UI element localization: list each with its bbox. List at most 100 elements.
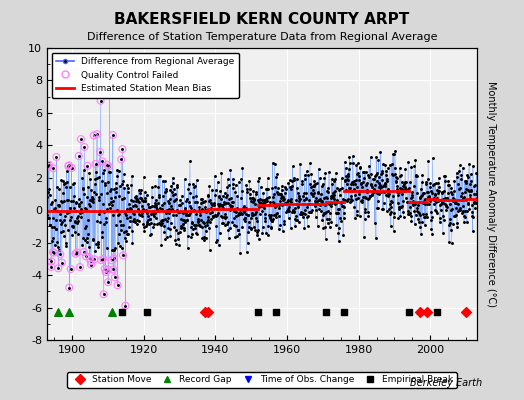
- Point: [137, 208, 145, 214]
- Point: [50, 206, 58, 212]
- Point: [230, 208, 238, 215]
- Point: [260, 202, 268, 208]
- Point: [214, 201, 222, 207]
- Point: [134, 187, 143, 194]
- Point: [283, 197, 292, 203]
- Point: [110, 186, 118, 192]
- Point: [355, 173, 363, 180]
- Point: [368, 192, 376, 198]
- Point: [48, 199, 57, 205]
- Point: [295, 198, 303, 204]
- Point: [69, 223, 78, 230]
- Point: [257, 200, 266, 206]
- Point: [261, 199, 269, 205]
- Point: [276, 222, 285, 228]
- Point: [355, 190, 363, 197]
- Point: [324, 185, 332, 191]
- Point: [140, 189, 149, 196]
- Point: [319, 225, 328, 232]
- Point: [419, 190, 428, 196]
- Point: [411, 212, 420, 218]
- Point: [113, 206, 121, 213]
- Point: [387, 198, 395, 204]
- Point: [209, 214, 217, 220]
- Point: [129, 198, 137, 205]
- Point: [330, 177, 339, 184]
- Point: [130, 194, 139, 200]
- Point: [435, 175, 443, 181]
- Point: [90, 256, 99, 262]
- Point: [419, 210, 427, 217]
- Point: [427, 217, 435, 224]
- Point: [390, 210, 398, 216]
- Point: [132, 193, 140, 200]
- Point: [382, 172, 390, 178]
- Text: BAKERSFIELD KERN COUNTY ARPT: BAKERSFIELD KERN COUNTY ARPT: [114, 12, 410, 27]
- Point: [316, 196, 324, 202]
- Point: [212, 222, 221, 229]
- Point: [178, 224, 187, 230]
- Point: [160, 178, 169, 184]
- Point: [133, 196, 141, 202]
- Point: [153, 220, 161, 227]
- Point: [253, 229, 261, 236]
- Point: [436, 214, 444, 221]
- Point: [353, 170, 362, 177]
- Point: [308, 191, 316, 198]
- Point: [376, 148, 385, 155]
- Point: [64, 309, 73, 316]
- Point: [86, 197, 94, 204]
- Point: [325, 169, 333, 175]
- Point: [470, 191, 478, 197]
- Point: [441, 173, 450, 180]
- Point: [334, 206, 342, 212]
- Point: [51, 197, 59, 203]
- Point: [61, 222, 69, 228]
- Point: [449, 221, 457, 228]
- Point: [370, 186, 379, 193]
- Point: [236, 250, 244, 256]
- Point: [331, 200, 339, 207]
- Point: [183, 216, 191, 223]
- Point: [129, 218, 138, 224]
- Point: [435, 218, 444, 225]
- Point: [309, 183, 318, 190]
- Point: [104, 163, 113, 170]
- Point: [318, 217, 326, 224]
- Point: [446, 188, 455, 195]
- Point: [350, 186, 358, 192]
- Point: [280, 221, 288, 228]
- Point: [437, 200, 445, 207]
- Point: [195, 209, 204, 215]
- Point: [45, 186, 53, 192]
- Point: [260, 211, 269, 217]
- Point: [150, 200, 159, 206]
- Point: [137, 197, 146, 203]
- Point: [177, 216, 185, 222]
- Point: [250, 196, 258, 203]
- Point: [343, 181, 352, 188]
- Point: [311, 203, 319, 210]
- Point: [422, 211, 430, 217]
- Point: [371, 182, 379, 188]
- Point: [255, 175, 263, 181]
- Point: [367, 184, 376, 190]
- Point: [84, 244, 93, 250]
- Point: [416, 212, 424, 218]
- Point: [358, 198, 366, 205]
- Point: [450, 178, 458, 184]
- Point: [155, 194, 163, 200]
- Point: [145, 216, 154, 222]
- Point: [371, 173, 379, 179]
- Point: [384, 190, 392, 196]
- Point: [420, 190, 428, 196]
- Point: [47, 264, 55, 270]
- Point: [146, 204, 155, 210]
- Point: [398, 203, 407, 210]
- Point: [173, 230, 182, 237]
- Point: [408, 194, 416, 200]
- Point: [451, 200, 459, 206]
- Point: [458, 165, 467, 171]
- Point: [68, 232, 77, 238]
- Point: [63, 178, 71, 185]
